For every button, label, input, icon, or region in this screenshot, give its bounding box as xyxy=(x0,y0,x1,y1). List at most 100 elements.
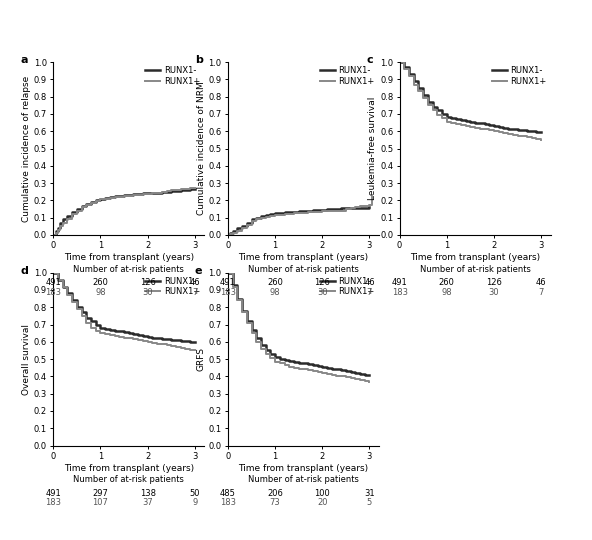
Text: 7: 7 xyxy=(367,288,372,297)
RUNX1- xyxy=(177,187,184,193)
RUNX1+ xyxy=(130,192,137,198)
RUNX1- xyxy=(443,114,451,120)
RUNX1+ xyxy=(323,208,330,214)
Text: 100: 100 xyxy=(314,489,330,498)
RUNX1- xyxy=(92,197,99,204)
RUNX1+ xyxy=(410,82,417,88)
RUNX1+ xyxy=(342,206,349,212)
RUNX1+ xyxy=(139,191,146,198)
Legend: RUNX1-, RUNX1+: RUNX1-, RUNX1+ xyxy=(144,275,202,298)
RUNX1- xyxy=(342,205,349,212)
RUNX1- xyxy=(458,117,465,123)
RUNX1- xyxy=(172,337,179,343)
RUNX1- xyxy=(424,99,432,105)
RUNX1+ xyxy=(347,375,354,381)
RUNX1+ xyxy=(424,102,432,109)
RUNX1- xyxy=(158,188,165,195)
RUNX1+ xyxy=(295,210,303,217)
RUNX1- xyxy=(366,204,373,211)
RUNX1+ xyxy=(519,133,526,140)
Text: Number of at-risk patients: Number of at-risk patients xyxy=(73,475,184,484)
RUNX1+ xyxy=(309,368,316,374)
Text: d: d xyxy=(20,266,28,276)
RUNX1- xyxy=(130,191,137,198)
RUNX1- xyxy=(73,304,81,310)
RUNX1+ xyxy=(328,207,335,214)
Text: 98: 98 xyxy=(95,288,106,297)
RUNX1- xyxy=(182,187,189,193)
Text: b: b xyxy=(195,55,202,65)
RUNX1+ xyxy=(64,216,71,222)
RUNX1- xyxy=(229,281,236,288)
Text: 5: 5 xyxy=(367,498,372,508)
Text: Number of at-risk patients: Number of at-risk patients xyxy=(420,265,530,274)
RUNX1- xyxy=(83,200,90,207)
RUNX1+ xyxy=(504,131,511,137)
RUNX1+ xyxy=(144,191,151,198)
RUNX1+ xyxy=(300,366,307,373)
RUNX1+ xyxy=(253,216,260,222)
RUNX1+ xyxy=(54,276,62,283)
RUNX1- xyxy=(126,330,133,336)
RUNX1- xyxy=(144,333,151,340)
RUNX1- xyxy=(139,190,146,197)
RUNX1- xyxy=(224,232,231,238)
RUNX1+ xyxy=(361,377,368,384)
RUNX1+ xyxy=(177,345,184,351)
RUNX1+ xyxy=(144,339,151,345)
RUNX1- xyxy=(69,209,76,215)
Line: RUNX1-: RUNX1- xyxy=(53,273,195,342)
RUNX1+ xyxy=(134,337,141,343)
Text: 73: 73 xyxy=(270,498,281,508)
RUNX1- xyxy=(318,206,326,213)
RUNX1- xyxy=(144,190,151,197)
Text: Number of at-risk patients: Number of at-risk patients xyxy=(73,265,184,274)
RUNX1- xyxy=(519,127,526,133)
RUNX1- xyxy=(328,206,335,212)
RUNX1+ xyxy=(309,209,316,215)
RUNX1- xyxy=(149,190,156,196)
RUNX1+ xyxy=(69,299,76,305)
RUNX1+ xyxy=(318,370,326,376)
RUNX1- xyxy=(533,129,540,135)
RUNX1- xyxy=(352,205,359,211)
RUNX1- xyxy=(64,213,71,219)
RUNX1- xyxy=(291,208,298,215)
RUNX1- xyxy=(97,325,104,331)
RUNX1+ xyxy=(509,131,516,138)
Text: 30: 30 xyxy=(317,288,327,297)
RUNX1+ xyxy=(88,200,95,206)
RUNX1- xyxy=(337,205,345,212)
RUNX1- xyxy=(186,339,194,345)
RUNX1- xyxy=(309,362,316,368)
RUNX1+ xyxy=(439,115,446,122)
RUNX1- xyxy=(50,269,57,276)
RUNX1- xyxy=(158,336,165,342)
RUNX1- xyxy=(116,328,123,335)
RUNX1- xyxy=(276,356,284,362)
RUNX1- xyxy=(253,335,260,342)
RUNX1- xyxy=(328,366,335,372)
RUNX1- xyxy=(304,361,311,368)
RUNX1+ xyxy=(186,346,194,353)
RUNX1+ xyxy=(406,73,413,79)
RUNX1- xyxy=(102,194,109,201)
RUNX1+ xyxy=(57,223,64,230)
RUNX1+ xyxy=(234,227,241,234)
RUNX1+ xyxy=(191,347,198,354)
RUNX1- xyxy=(295,359,303,366)
X-axis label: Time from transplant (years): Time from transplant (years) xyxy=(64,253,194,262)
Text: 260: 260 xyxy=(92,278,108,287)
RUNX1- xyxy=(248,216,255,222)
Text: 126: 126 xyxy=(314,278,330,287)
RUNX1- xyxy=(248,327,255,333)
RUNX1+ xyxy=(462,123,469,129)
RUNX1- xyxy=(286,209,293,215)
RUNX1+ xyxy=(78,204,85,211)
RUNX1+ xyxy=(243,221,250,228)
RUNX1+ xyxy=(243,320,250,326)
RUNX1- xyxy=(396,59,403,65)
RUNX1+ xyxy=(92,198,99,205)
RUNX1- xyxy=(323,206,330,213)
RUNX1+ xyxy=(52,230,59,237)
